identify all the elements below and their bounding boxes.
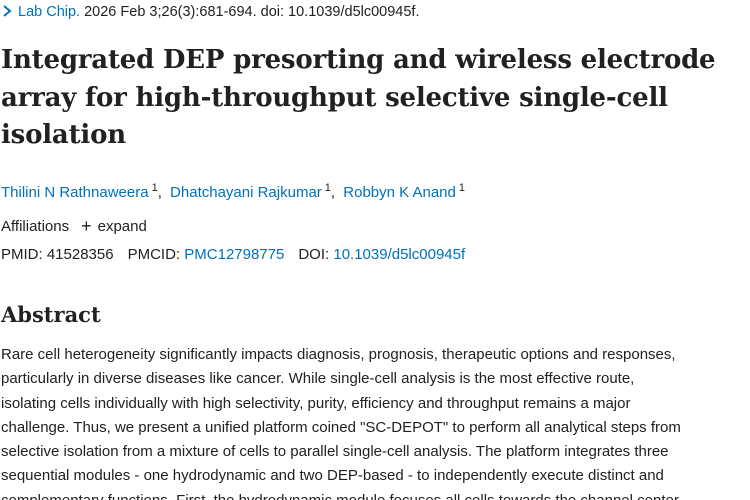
abstract-text: Rare cell heterogeneity significantly im… (1, 343, 750, 500)
journal-link[interactable]: Lab Chip. (18, 4, 81, 20)
citation-details: 2026 Feb 3;26(3):681-694. doi: 10.1039/d… (84, 4, 420, 20)
pmid-value: 41528356 (46, 246, 114, 263)
author-link[interactable]: Thilini N Rathnaweera (1, 184, 149, 201)
abstract-line: complementary functions. First, the hydr… (1, 489, 750, 500)
expand-label: expand (97, 218, 147, 235)
article-title: Integrated DEP presorting and wireless e… (1, 45, 716, 150)
affiliations-toggle[interactable]: Affiliations + expand (1, 217, 147, 237)
author-list: Thilini N Rathnaweera 1, Dhatchayani Rajk… (1, 178, 465, 203)
affiliation-marker[interactable]: 1 (151, 182, 158, 194)
abstract-line: selective isolation from a mixture of ce… (1, 443, 669, 461)
abstract-line: isolating cells individually with high s… (1, 394, 631, 412)
author-separator: , (157, 184, 162, 201)
plus-icon: + (81, 216, 92, 236)
identifiers: PMID: 41528356 PMCID: PMC12798775 DOI: 10.… (1, 245, 465, 265)
pmcid-label: PMCID: (127, 246, 181, 263)
pmid-label: PMID: (1, 246, 43, 263)
affiliation-marker[interactable]: 1 (324, 182, 331, 194)
chevron-right-icon (3, 5, 12, 17)
author-link[interactable]: Dhatchayani Rajkumar (170, 184, 322, 201)
abstract-line: particularly in diverse diseases like ca… (1, 370, 635, 388)
abstract-line: challenge. Thus, we present a unified pl… (1, 418, 681, 436)
doi-label: DOI: (298, 246, 330, 263)
affiliation-marker[interactable]: 1 (458, 182, 465, 194)
abstract-line: Rare cell heterogeneity significantly im… (1, 346, 676, 363)
abstract-line: sequential modules - one hydrodynamic an… (1, 467, 664, 485)
doi-link[interactable]: 10.1039/d5lc00945f (333, 246, 466, 263)
author-separator: , (330, 184, 336, 201)
affiliations-label: Affiliations (1, 218, 70, 235)
abstract-heading: Abstract (1, 302, 101, 327)
author-link[interactable]: Robbyn K Anand (343, 184, 456, 201)
pmcid-link[interactable]: PMC12798775 (184, 246, 285, 263)
citation-line: Lab Chip. 2026 Feb 3;26(3):681-694. doi:… (1, 3, 419, 21)
